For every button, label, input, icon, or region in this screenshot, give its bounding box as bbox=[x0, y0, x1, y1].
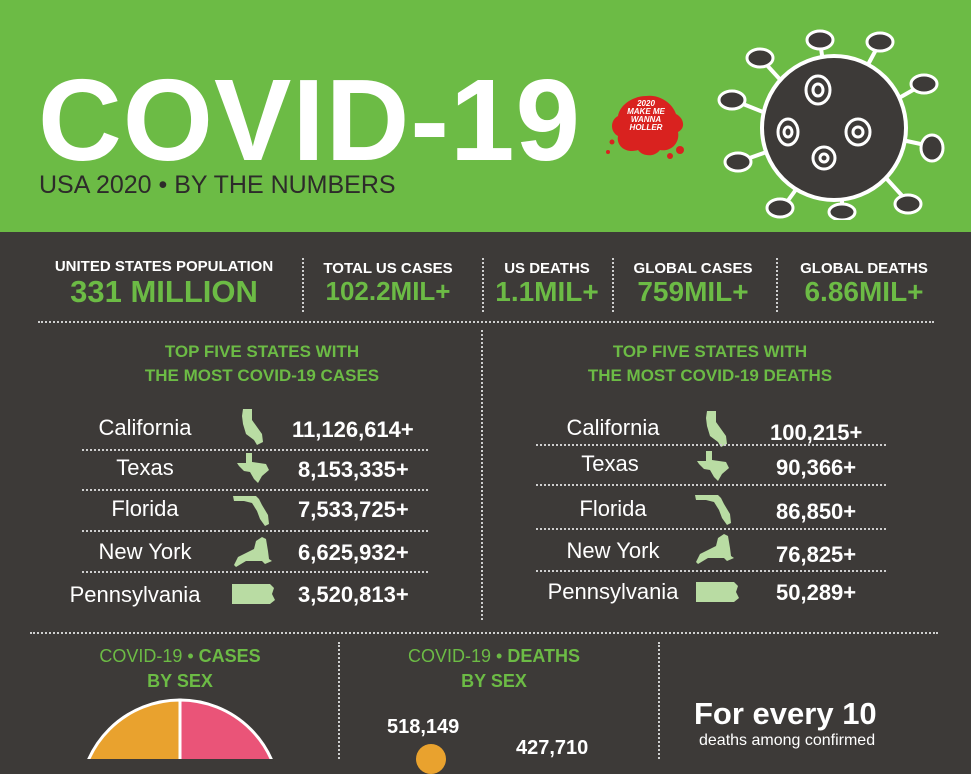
state-name: Florida bbox=[579, 496, 647, 521]
divider bbox=[82, 530, 428, 532]
state-name: New York bbox=[98, 539, 192, 564]
stat-us-population: UNITED STATES POPULATION 331 MILLION bbox=[36, 258, 292, 309]
state-value: 100,215+ bbox=[770, 420, 863, 445]
state-name: New York bbox=[566, 538, 660, 563]
stat-value: 759MIL+ bbox=[637, 276, 749, 307]
state-name: California bbox=[98, 415, 192, 440]
header-banner: COVID-19 USA 2020 • BY THE NUMBERS 2020 … bbox=[0, 0, 971, 232]
divider bbox=[536, 484, 886, 486]
stat-label: GLOBAL DEATHS bbox=[800, 260, 928, 277]
state-value: 7,533,725+ bbox=[298, 497, 409, 522]
california-map-icon bbox=[242, 409, 263, 445]
new-york-map-icon bbox=[696, 534, 734, 564]
new-york-map-icon bbox=[234, 537, 272, 567]
stat-value: 102.2MIL+ bbox=[325, 276, 451, 306]
state-value: 86,850+ bbox=[776, 499, 857, 524]
florida-map-icon bbox=[695, 495, 731, 525]
divider bbox=[776, 258, 778, 312]
divider bbox=[82, 489, 428, 491]
florida-map-icon bbox=[233, 496, 269, 526]
state-name: Pennsylvania bbox=[69, 582, 201, 607]
state-value: 11,126,614+ bbox=[292, 417, 414, 442]
divider bbox=[82, 571, 428, 573]
page-subtitle: USA 2020 • BY THE NUMBERS bbox=[39, 171, 396, 199]
stat-label: UNITED STATES POPULATION bbox=[54, 258, 274, 275]
divider bbox=[482, 258, 484, 312]
divider bbox=[82, 449, 428, 451]
state-value: 8,153,335+ bbox=[298, 457, 409, 482]
state-value: 6,625,932+ bbox=[298, 540, 409, 565]
divider bbox=[30, 632, 938, 634]
stat-global-cases: GLOBAL CASES 759MIL+ bbox=[620, 260, 766, 308]
state-name: Florida bbox=[111, 496, 179, 521]
divider bbox=[302, 258, 304, 312]
stat-label: TOTAL US CASES bbox=[323, 260, 453, 277]
holler-badge-icon bbox=[606, 95, 684, 159]
divider bbox=[481, 330, 483, 620]
page-title: COVID-19 bbox=[38, 55, 582, 185]
state-name: Pennsylvania bbox=[547, 579, 679, 604]
deaths-value-1: 518,149 bbox=[387, 716, 460, 738]
stat-label: GLOBAL CASES bbox=[633, 260, 753, 277]
divider bbox=[536, 570, 886, 572]
pennsylvania-map-icon bbox=[232, 584, 275, 604]
holler-badge-text: 2020 MAKE ME WANNA HOLLER bbox=[627, 99, 665, 132]
divider bbox=[536, 444, 886, 446]
divider bbox=[658, 642, 660, 759]
texas-map-icon bbox=[697, 451, 729, 481]
state-name: Texas bbox=[581, 451, 639, 476]
stat-value: 1.1MIL+ bbox=[495, 276, 599, 307]
deaths-value-2: 427,710 bbox=[516, 737, 589, 759]
cases-by-sex-pie bbox=[87, 698, 273, 759]
state-value: 3,520,813+ bbox=[298, 582, 409, 607]
for-every-headline: For every 10 bbox=[694, 696, 877, 731]
pie-slice-orange bbox=[87, 698, 182, 759]
cases-section-title: TOP FIVE STATES WITH THE MOST COVID-19 C… bbox=[144, 342, 380, 385]
pennsylvania-map-icon bbox=[696, 582, 739, 602]
deaths-section-title: TOP FIVE STATES WITH THE MOST COVID-19 D… bbox=[587, 342, 833, 385]
for-every-text: deaths among confirmed bbox=[699, 732, 876, 749]
virus-icon bbox=[717, 29, 945, 220]
stat-value: 6.86MIL+ bbox=[804, 276, 924, 307]
divider bbox=[612, 258, 614, 312]
state-value: 76,825+ bbox=[776, 542, 857, 567]
state-value: 50,289+ bbox=[776, 580, 857, 605]
state-value: 90,366+ bbox=[776, 455, 857, 480]
texas-map-icon bbox=[237, 453, 269, 483]
person-figure-icon bbox=[416, 744, 446, 774]
divider bbox=[38, 321, 934, 323]
divider bbox=[536, 528, 886, 530]
stat-label: US DEATHS bbox=[504, 260, 590, 277]
pie-slice-pink bbox=[178, 698, 273, 759]
state-name: Texas bbox=[116, 455, 174, 480]
stat-global-deaths: GLOBAL DEATHS 6.86MIL+ bbox=[786, 260, 942, 308]
stat-us-deaths: US DEATHS 1.1MIL+ bbox=[488, 260, 606, 308]
stat-value: 331 MILLION bbox=[70, 274, 258, 309]
deaths-by-sex-title: COVID-19 • DEATHS BY SEX bbox=[408, 646, 580, 691]
california-map-icon bbox=[706, 411, 727, 447]
divider bbox=[338, 642, 340, 759]
cases-by-sex-title: COVID-19 • CASES BY SEX bbox=[99, 646, 261, 691]
state-name: California bbox=[566, 415, 660, 440]
stat-total-us-cases: TOTAL US CASES 102.2MIL+ bbox=[310, 260, 466, 306]
